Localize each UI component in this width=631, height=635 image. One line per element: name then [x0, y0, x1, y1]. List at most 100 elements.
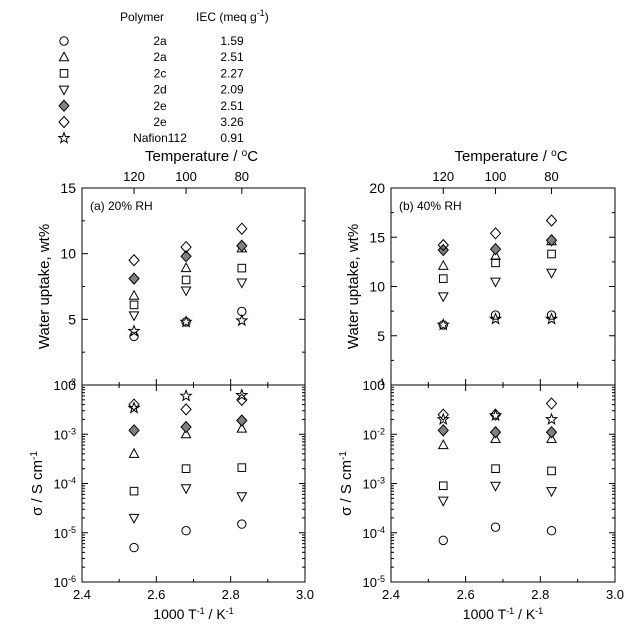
- legend-marker: [58, 85, 70, 96]
- cond-y-axis-label: σ / S cm-1: [29, 451, 47, 516]
- wu-y-tick-label: 15: [60, 180, 76, 196]
- cond-point-circle: [237, 519, 247, 529]
- legend-iec: 0.91: [220, 131, 244, 145]
- cond-point-triangle-down: [490, 481, 501, 492]
- wu-point-star: [179, 315, 193, 328]
- cond-point-triangle-up: [180, 428, 192, 439]
- cond-point-triangle-down: [437, 496, 449, 507]
- x-tick-label: 3.0: [606, 587, 624, 602]
- wu-point-diamond: [128, 253, 140, 267]
- wu-y-tick-label: 0: [377, 377, 385, 393]
- wu-point-triangle-down: [180, 286, 192, 297]
- wu-point-triangle-down: [546, 268, 557, 279]
- wu-point-triangle-down: [437, 292, 449, 303]
- wu-point-star: [488, 312, 503, 325]
- wu-point-square: [491, 258, 500, 268]
- cond-y-tick-label: 10-5: [54, 525, 76, 541]
- wu-point-diamond: [437, 238, 449, 252]
- legend-polymer: Nafion112: [133, 131, 187, 145]
- water-uptake-plot-frame: [390, 187, 616, 386]
- wu-point-circle: [490, 310, 501, 320]
- legend-marker: [58, 51, 70, 62]
- wu-point-triangle-up: [180, 262, 192, 273]
- cond-point-diamond: [437, 408, 449, 421]
- wu-point-square: [438, 274, 448, 283]
- cond-point-circle: [438, 535, 448, 546]
- wu-point-diamond: [545, 214, 558, 227]
- panel-label: (a) 20% RH: [90, 199, 153, 213]
- cond-point-square: [129, 486, 139, 496]
- wu-point-star: [235, 313, 249, 327]
- cond-point-square: [438, 481, 448, 491]
- wu-point-star: [436, 317, 450, 331]
- cond-y-tick-label: 10-3: [54, 426, 76, 442]
- x-tick-label: 3.0: [296, 587, 314, 602]
- wu-point-star: [544, 312, 559, 325]
- cond-point-square: [547, 466, 556, 476]
- legend-header-polymer: Polymer: [120, 10, 164, 24]
- cond-point-triangle-up: [437, 439, 449, 450]
- cond-point-triangle-up: [128, 447, 140, 458]
- x-axis-label: 1000 T-1 / K-1: [153, 606, 233, 622]
- cond-point-triangle-up: [236, 422, 248, 433]
- cond-point-triangle-down: [546, 487, 557, 498]
- temperature-tick-label: 120: [123, 169, 145, 184]
- x-tick-label: 2.8: [222, 587, 240, 602]
- wu-point-triangle-down: [128, 311, 140, 322]
- cond-point-triangle-up: [546, 432, 557, 444]
- cond-y-tick-label: 10-2: [54, 377, 76, 393]
- legend-iec: 2.51: [220, 99, 244, 113]
- wu-y-tick-label: 5: [68, 311, 76, 327]
- legend-iec: 2.09: [220, 83, 244, 97]
- temperature-tick-label: 80: [235, 169, 249, 184]
- cond-point-star: [544, 412, 559, 426]
- wu-y-tick-label: 10: [369, 279, 385, 295]
- cond-point-triangle-down: [128, 513, 140, 524]
- temperature-axis-title: Temperature / oC: [145, 148, 258, 166]
- cond-point-triangle-down: [236, 492, 248, 503]
- cond-point-circle: [546, 526, 557, 536]
- cond-y-tick-label: 10-2: [363, 426, 385, 442]
- cond-point-star: [436, 412, 450, 426]
- cond-point-diamond: [545, 397, 558, 410]
- wu-point-square: [181, 275, 191, 285]
- legend-polymer: 2a: [153, 50, 167, 64]
- wu-point-triangle-down: [236, 278, 248, 289]
- cond-point-diamond: [128, 398, 140, 411]
- temperature-axis-title: Temperature / oC: [454, 148, 567, 166]
- wu-y-tick-label: 0: [68, 377, 76, 393]
- cond-point-star: [488, 408, 503, 422]
- cond-point-circle: [129, 542, 139, 553]
- cond-point-diamond: [180, 403, 192, 416]
- cond-point-diamond-filled: [545, 425, 558, 439]
- legend-polymer: 2c: [154, 66, 167, 80]
- cond-point-triangle-down: [180, 484, 192, 495]
- wu-y-tick-label: 20: [369, 180, 385, 196]
- wu-point-diamond-filled: [545, 233, 558, 247]
- wu-point-triangle-up: [128, 289, 140, 300]
- wu-point-diamond: [180, 240, 192, 254]
- legend-marker: [58, 99, 70, 113]
- wu-point-triangle-down: [490, 277, 501, 288]
- cond-y-axis-label: σ / S cm-1: [338, 451, 356, 516]
- cond-point-diamond-filled: [236, 414, 248, 427]
- legend-polymer: 2a: [153, 34, 167, 48]
- panel-label: (b) 40% RH: [399, 199, 462, 213]
- cond-y-tick-label: 10-4: [54, 476, 76, 492]
- conductivity-plot-frame: [390, 384, 616, 583]
- wu-point-square: [237, 263, 247, 273]
- wu-point-diamond-filled: [180, 250, 192, 263]
- cond-point-diamond-filled: [437, 424, 449, 437]
- legend-iec: 3.26: [220, 115, 244, 129]
- cond-y-tick-label: 10-5: [363, 574, 385, 590]
- wu-point-diamond: [489, 227, 502, 240]
- legend-marker: [58, 115, 70, 129]
- x-tick-label: 2.4: [73, 587, 91, 602]
- legend-marker: [59, 69, 69, 78]
- temperature-tick-label: 120: [432, 169, 454, 184]
- water-uptake-plot-frame: [81, 187, 306, 386]
- wu-point-star: [127, 324, 141, 337]
